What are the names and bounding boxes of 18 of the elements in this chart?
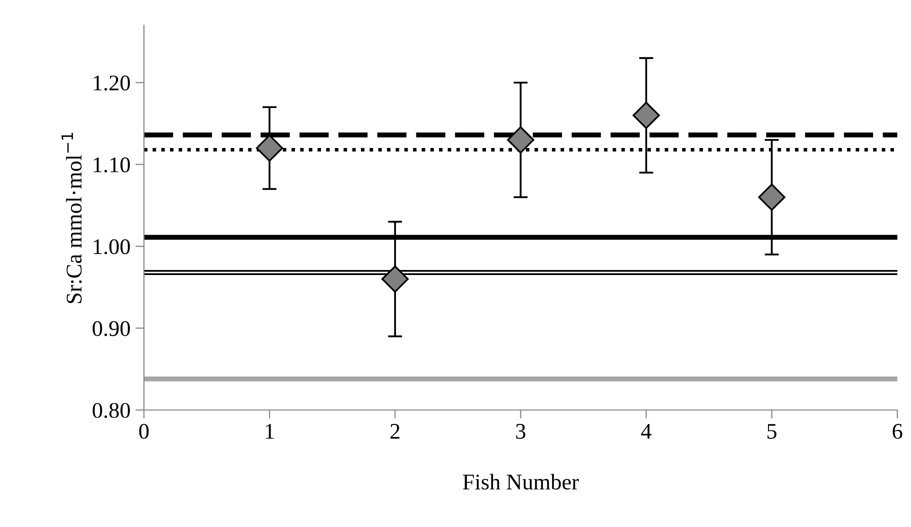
y-tick-label: 0.90 — [92, 321, 130, 336]
point — [632, 102, 660, 129]
y-tick-label: 0.80 — [92, 402, 130, 418]
x-tick-label: 4 — [641, 424, 652, 439]
x-tick-label: 0 — [139, 424, 149, 439]
x-axis-title: Fish Number — [462, 474, 579, 490]
x-tick-label: 2 — [390, 424, 400, 439]
y-axis-title: Sr:Ca mmol·mol$^{−1}$ — [62, 132, 82, 304]
y-tick-label: 1.00 — [94, 239, 130, 254]
y-tick-label: 1.20 — [94, 76, 130, 91]
x-tick-label: 5 — [768, 424, 776, 439]
y-tick-label: 1.10 — [94, 157, 130, 172]
x-tick-label: 1 — [266, 424, 274, 439]
point — [381, 265, 409, 293]
x-tick-label: 6 — [892, 424, 902, 439]
x-tick-label: 3 — [516, 424, 526, 439]
point — [507, 126, 534, 154]
point — [758, 184, 786, 211]
